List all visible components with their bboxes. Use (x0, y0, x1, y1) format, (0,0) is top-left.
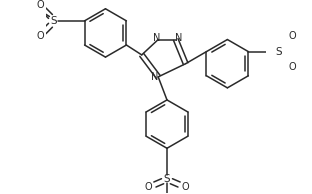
Text: O: O (182, 182, 189, 192)
Text: S: S (276, 47, 282, 57)
Text: S: S (51, 16, 57, 26)
Text: S: S (164, 174, 170, 184)
Text: N: N (151, 72, 158, 82)
Text: N: N (153, 33, 160, 43)
Text: O: O (144, 182, 152, 192)
Text: N: N (175, 33, 182, 43)
Text: O: O (37, 0, 44, 10)
Text: O: O (289, 31, 296, 41)
Text: O: O (289, 62, 296, 72)
Text: O: O (37, 31, 44, 41)
